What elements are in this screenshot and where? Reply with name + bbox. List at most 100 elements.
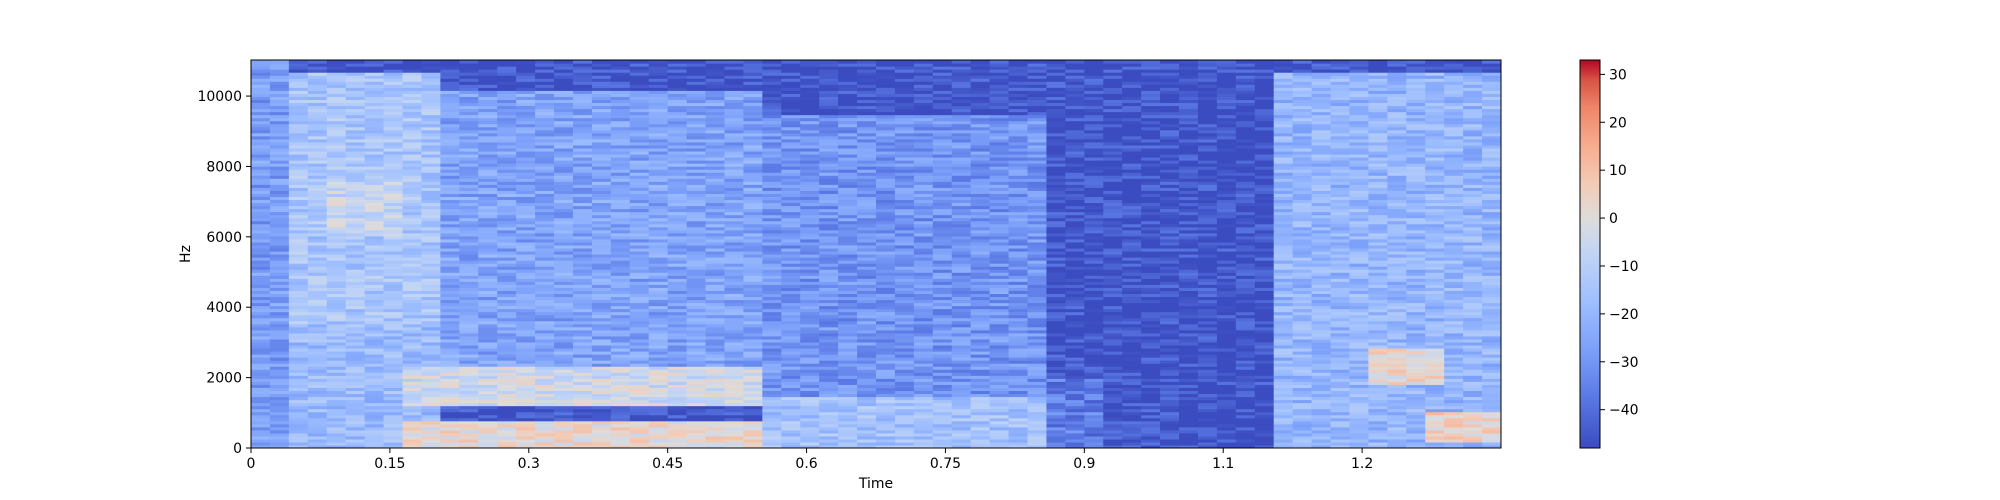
spectrogram-cell (307, 423, 328, 428)
spectrogram-cell (326, 269, 347, 273)
spectrogram-cell (800, 360, 820, 364)
spectrogram-cell (743, 281, 763, 285)
spectrogram-cell (326, 78, 347, 82)
spectrogram-cell (478, 181, 498, 185)
spectrogram-cell (591, 266, 612, 270)
spectrogram-cell (307, 411, 328, 416)
spectrogram-cell (743, 166, 763, 170)
spectrogram-cell (819, 114, 839, 119)
spectrogram-cell (364, 105, 385, 110)
spectrogram-cell (648, 99, 669, 104)
spectrogram-cell (402, 81, 423, 85)
spectrogram-cell (894, 366, 915, 370)
spectrogram-cell (497, 323, 517, 328)
spectrogram-cell (572, 263, 593, 267)
spectrogram-cell (610, 444, 631, 448)
spectrogram-cell (402, 305, 423, 310)
spectrogram-cell (838, 287, 858, 291)
spectrogram-cell (572, 169, 593, 173)
spectrogram-cell (800, 320, 820, 325)
spectrogram-cell (913, 214, 934, 219)
spectrogram-cell (876, 69, 896, 73)
spectrogram-cell (724, 60, 745, 64)
spectrogram-cell (951, 266, 972, 270)
spectrogram-cell (535, 114, 555, 119)
spectrogram-cell (838, 126, 858, 131)
spectrogram-cell (554, 354, 574, 358)
spectrogram-cell (743, 232, 763, 237)
spectrogram-cell (857, 138, 877, 143)
spectrogram-cell (269, 105, 290, 110)
spectrogram-cell (610, 275, 631, 279)
spectrogram-cell (383, 181, 404, 185)
spectrogram-cell (762, 275, 782, 279)
spectrogram-cell (516, 90, 536, 94)
spectrogram-cell (307, 444, 328, 448)
spectrogram-cell (819, 411, 839, 416)
spectrogram-cell (345, 278, 366, 282)
spectrogram-cell (269, 381, 290, 385)
spectrogram-cell (497, 423, 517, 428)
spectrogram-cell (705, 78, 726, 82)
spectrogram-cell (838, 341, 858, 346)
spectrogram-cell (932, 184, 953, 188)
spectrogram-cell (876, 399, 896, 404)
spectrogram-cell (402, 411, 423, 416)
spectrogram-cell (516, 281, 536, 285)
spectrogram-cell (326, 287, 347, 291)
spectrogram-cell (894, 184, 915, 188)
spectrogram-cell (554, 129, 574, 134)
spectrogram-cell (932, 402, 953, 407)
spectrogram-cell (440, 314, 460, 319)
spectrogram-cell (951, 153, 972, 158)
spectrogram-cell (705, 396, 726, 401)
spectrogram-cell (402, 117, 423, 122)
spectrogram-cell (913, 363, 934, 367)
spectrogram-cell (288, 132, 309, 137)
spectrogram-cell (307, 69, 328, 73)
spectrogram-cell (762, 414, 782, 419)
spectrogram-cell (364, 90, 385, 94)
spectrogram-cell (402, 87, 423, 91)
spectrogram-cell (705, 366, 726, 370)
spectrogram-cell (478, 372, 498, 376)
spectrogram-cell (932, 187, 953, 191)
spectrogram-cell (705, 166, 726, 170)
spectrogram-cell (762, 266, 782, 270)
spectrogram-cell (572, 257, 593, 261)
spectrogram-cell (667, 226, 688, 231)
spectrogram-cell (478, 414, 498, 419)
spectrogram-cell (610, 341, 631, 346)
spectrogram-cell (269, 284, 290, 288)
spectrogram-cell (951, 63, 972, 67)
spectrogram-cell (781, 108, 801, 113)
spectrogram-cell (364, 338, 385, 343)
spectrogram-cell (402, 169, 423, 173)
spectrogram-cell (857, 441, 877, 446)
spectrogram-cell (610, 293, 631, 298)
spectrogram-cell (402, 360, 423, 364)
spectrogram-cell (364, 384, 385, 388)
spectrogram-cell (648, 117, 669, 122)
spectrogram-cell (800, 278, 820, 282)
spectrogram-cell (572, 123, 593, 128)
spectrogram-cell (288, 108, 309, 113)
spectrogram-cell (648, 351, 669, 355)
spectrogram-cell (307, 429, 328, 434)
spectrogram-cell (781, 181, 801, 185)
spectrogram-cell (970, 60, 991, 64)
spectrogram-cell (667, 308, 688, 313)
spectrogram-cell (440, 126, 460, 131)
spectrogram-cell (876, 160, 896, 164)
spectrogram-cell (497, 335, 517, 340)
spectrogram-cell (459, 260, 479, 264)
spectrogram-cell (288, 244, 309, 249)
spectrogram-cell (497, 284, 517, 288)
spectrogram-cell (440, 432, 460, 437)
spectrogram-cell (838, 302, 858, 307)
spectrogram-cell (345, 169, 366, 173)
spectrogram-cell (800, 438, 820, 443)
spectrogram-cell (307, 78, 328, 82)
spectrogram-cell (288, 399, 309, 404)
spectrogram-cell (478, 432, 498, 437)
